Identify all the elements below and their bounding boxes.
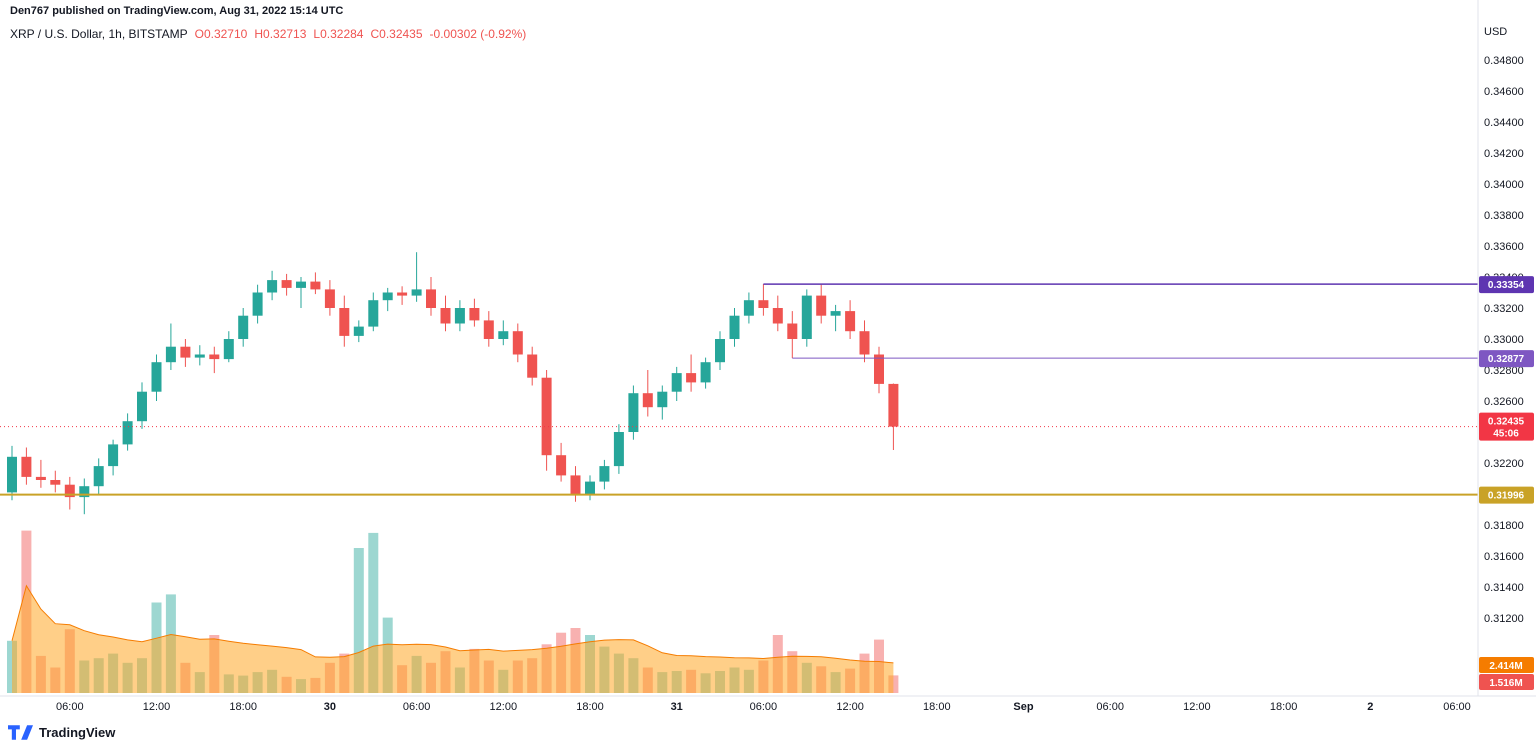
svg-text:0.34600: 0.34600 — [1484, 86, 1524, 98]
time-axis[interactable] — [0, 696, 1536, 722]
time-axis-labels: 06:00 12:00 18:00 30 06:00 12:00 18:00 31 06:00 1… — [56, 701, 1471, 713]
svg-text:0.32600: 0.32600 — [1484, 396, 1524, 408]
svg-text:1.516M: 1.516M — [1489, 678, 1522, 689]
svg-text:31: 31 — [671, 701, 683, 713]
svg-text:06:00: 06:00 — [56, 701, 84, 713]
high-label: H — [254, 27, 264, 41]
svg-text:2: 2 — [1367, 701, 1373, 713]
open-label: O — [194, 27, 204, 41]
svg-text:2.414M: 2.414M — [1489, 661, 1522, 672]
candles — [7, 252, 899, 515]
svg-text:18:00: 18:00 — [229, 701, 257, 713]
svg-text:18:00: 18:00 — [1270, 701, 1298, 713]
level-lines — [0, 283, 1478, 496]
svg-text:0.34200: 0.34200 — [1484, 148, 1524, 160]
svg-text:0.32800: 0.32800 — [1484, 365, 1524, 377]
svg-text:18:00: 18:00 — [576, 701, 604, 713]
close-value: 0.32435 — [379, 27, 423, 41]
svg-text:0.33800: 0.33800 — [1484, 210, 1524, 222]
svg-text:0.32435: 0.32435 — [1488, 417, 1525, 428]
svg-text:30: 30 — [324, 701, 336, 713]
ohlc-high: H0.32713 — [254, 27, 306, 41]
svg-text:0.31200: 0.31200 — [1484, 613, 1524, 625]
low-value: 0.32284 — [320, 27, 364, 41]
currency-label: USD — [1484, 26, 1508, 38]
svg-text:0.31800: 0.31800 — [1484, 520, 1524, 532]
svg-text:12:00: 12:00 — [143, 701, 171, 713]
low-label: L — [313, 27, 321, 41]
symbol-legend: XRP / U.S. Dollar, 1h, BITSTAMP O0.32710… — [10, 27, 526, 41]
svg-text:0.33354: 0.33354 — [1488, 280, 1525, 291]
ohlc-close: C0.32435 — [370, 27, 422, 41]
publisher-note: Den767 published on TradingView.com, Aug… — [10, 5, 344, 17]
symbol-title[interactable]: XRP / U.S. Dollar, 1h, BITSTAMP — [10, 27, 188, 41]
svg-text:0.32877: 0.32877 — [1488, 354, 1525, 365]
ohlc-low: L0.32284 — [313, 27, 363, 41]
svg-text:12:00: 12:00 — [836, 701, 864, 713]
price-axis[interactable] — [1478, 0, 1536, 696]
svg-text:0.31600: 0.31600 — [1484, 551, 1524, 563]
svg-text:12:00: 12:00 — [490, 701, 518, 713]
svg-text:0.33200: 0.33200 — [1484, 303, 1524, 315]
svg-text:45:06: 45:06 — [1493, 429, 1519, 440]
svg-text:18:00: 18:00 — [923, 701, 951, 713]
svg-text:0.33600: 0.33600 — [1484, 241, 1524, 253]
svg-text:0.34000: 0.34000 — [1484, 179, 1524, 191]
svg-text:06:00: 06:00 — [750, 701, 778, 713]
change-value: -0.00302 (-0.92%) — [429, 27, 527, 41]
tradingview-logo[interactable]: TradingView — [8, 725, 115, 740]
svg-text:0.32200: 0.32200 — [1484, 458, 1524, 470]
svg-text:0.34800: 0.34800 — [1484, 55, 1524, 67]
svg-text:Sep: Sep — [1013, 701, 1033, 713]
svg-text:0.31996: 0.31996 — [1488, 491, 1525, 502]
svg-text:06:00: 06:00 — [1443, 701, 1471, 713]
tradingview-mark-icon — [8, 725, 33, 740]
svg-text:12:00: 12:00 — [1183, 701, 1211, 713]
svg-text:0.34400: 0.34400 — [1484, 117, 1524, 129]
close-label: C — [370, 27, 380, 41]
svg-text:06:00: 06:00 — [403, 701, 431, 713]
open-value: 0.32710 — [203, 27, 248, 41]
high-value: 0.32713 — [263, 27, 307, 41]
ohlc-open: O0.32710 — [195, 27, 248, 41]
svg-text:0.31400: 0.31400 — [1484, 582, 1524, 594]
svg-text:0.33000: 0.33000 — [1484, 334, 1524, 346]
svg-text:06:00: 06:00 — [1096, 701, 1124, 713]
volume-ma-area — [12, 585, 894, 693]
tradingview-wordmark: TradingView — [39, 725, 116, 740]
volume-ma-line — [11, 584, 894, 664]
